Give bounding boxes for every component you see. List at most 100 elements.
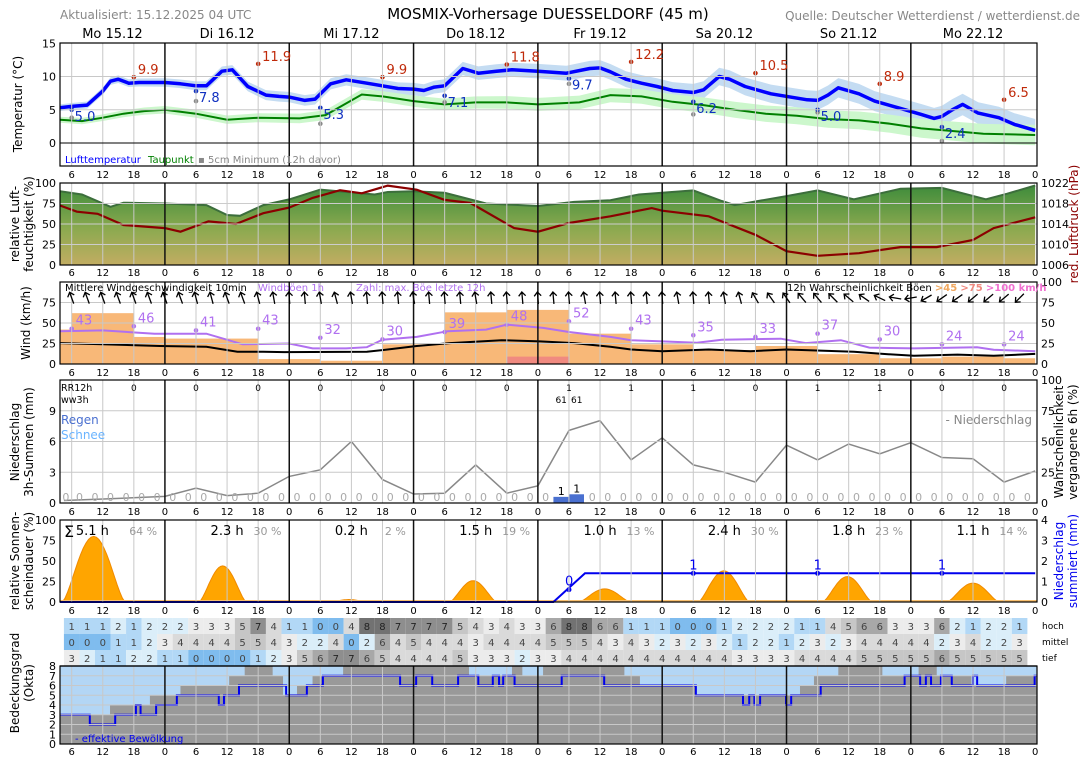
cloud-cell-value: 5 [861,654,867,665]
rr12h-value: 0 [504,384,510,394]
cloud-cell-tief [110,650,127,666]
arrow-path [689,291,698,305]
axis-tick-label: 100 [35,514,56,527]
wind-direction-arrow-icon [331,291,340,304]
precip-3h-label: 0 [589,491,596,504]
cloud-cell-tief [918,650,935,666]
rr12h-value: 1 [815,384,821,394]
precip-3h-label: 0 [433,491,440,504]
wind-direction-arrow-icon [888,293,902,302]
hour-tick-label: 18 [500,170,513,181]
hour-tick-label: 18 [500,268,513,279]
cloud-cell-value: 2 [985,638,991,649]
cloud-cell-value: 2 [954,622,960,633]
daily-sunshine-percent: 23 % [875,525,903,538]
daily-sunshine-hours: 2.3 h [211,524,244,539]
precip-3h-label: 0 [325,491,332,504]
hour-tick-label: 6 [68,170,74,181]
hour-tick-label: 18 [625,606,638,617]
cloud-cell-mittel [436,634,453,650]
cloud-cell-mittel [265,634,282,650]
cloud-cell-value: 4 [814,654,820,665]
hour-tick-label: 6 [814,170,820,181]
legend-snow: Schnee [61,428,105,442]
cloud-cell-value: 3 [737,654,743,665]
wind-direction-arrow-icon [409,291,418,305]
hour-tick-label: 6 [441,606,447,617]
max-temp-label: 11.9 [262,50,291,65]
cloud-cell-mittel [840,634,857,650]
gust-max-label: 30 [884,324,901,339]
cloud-cell-tief [250,650,266,666]
hour-tick-label: 12 [469,268,482,279]
cloud-cell-value: 3 [845,638,851,649]
cloud-cell-mittel [996,634,1012,650]
cloud-cell-value: 6 [877,622,883,633]
cloud-cell-mittel [250,634,266,650]
hour-tick-label: 12 [842,368,855,379]
sunshine-panel-frame [59,519,1038,603]
precip-3h-label: 0 [666,491,673,504]
arrow-path [951,294,963,303]
arrow-path [502,291,511,305]
cloud-cell-value: 5 [255,638,261,649]
daily-sunshine-percent: 30 % [254,525,282,538]
daily-sunshine-hours: 2.4 h [708,524,741,539]
cloud-cell-value: 8 [364,622,370,633]
wind-direction-arrow-icon [750,291,760,304]
dewpoint-uncertainty-band [60,88,1036,146]
cloud-cell-value: 2 [752,622,758,633]
axis-tick-label: 0 [1041,358,1048,371]
day-header: Mo 22.12 [943,27,1004,42]
cloud-cell-tief [79,650,95,666]
hour-tick-label: 12 [221,747,234,758]
arrow-path [983,293,994,303]
hour-tick-label: 18 [252,747,265,758]
hour-tick-label: 12 [469,507,482,518]
hour-tick-label: 0 [908,368,914,379]
hour-tick-label: 18 [873,606,886,617]
wind-direction-arrow-icon [951,294,963,303]
cloud-cell-tief [840,650,857,666]
hour-tick-label: 12 [842,507,855,518]
hour-tick-label: 6 [690,507,696,518]
cloud-cell-value: 2 [131,654,137,665]
hour-tick-label: 0 [286,268,292,279]
wind-direction-arrow-icon [781,292,791,304]
precip-3h-label: 0 [356,491,363,504]
cloud-cell-value: 4 [799,654,805,665]
gust-max-label: 35 [697,320,714,335]
cloud-cell-hoch [405,618,422,634]
cloud-cell-value: 3 [535,654,541,665]
cumulative-precip-label: 0 [565,575,573,590]
cloud-cell-mittel [499,634,515,650]
day-header: Sa 20.12 [696,27,754,42]
hour-tick-label: 18 [873,268,886,279]
hour-tick-label: 6 [317,606,323,617]
cloud-cell-value: 1 [131,622,137,633]
arrow-path [920,294,932,303]
cloud-cell-tief [374,650,391,666]
wind-direction-arrow-icon [502,291,511,305]
hour-tick-label: 0 [783,606,789,617]
cloud-cell-mittel [607,634,624,650]
cloud-cell-tief [809,650,826,666]
cloud-cell-mittel [1011,634,1028,650]
precip-3h-label: 0 [1008,491,1015,504]
rain-bar [568,494,584,503]
arrow-path [1014,293,1025,303]
source-text: Quelle: Deutscher Wetterdienst / wetterd… [785,9,1080,23]
cloud-cell-value: 5 [457,622,463,633]
hour-tick-label: 6 [317,170,323,181]
hour-tick-label: 18 [500,507,513,518]
hour-tick-label: 12 [345,368,358,379]
cloud-cell-tief [499,650,515,666]
cloud-cell-hoch [763,618,779,634]
hour-tick-label: 12 [967,368,980,379]
hour-tick-label: 0 [1032,606,1038,617]
cloud-cell-hoch [452,618,468,634]
cloud-cell-value: 4 [348,622,354,633]
cloud-cell-mittel [281,634,298,650]
cloud-cell-hoch [623,618,639,634]
cloud-cell-value: 4 [597,638,603,649]
